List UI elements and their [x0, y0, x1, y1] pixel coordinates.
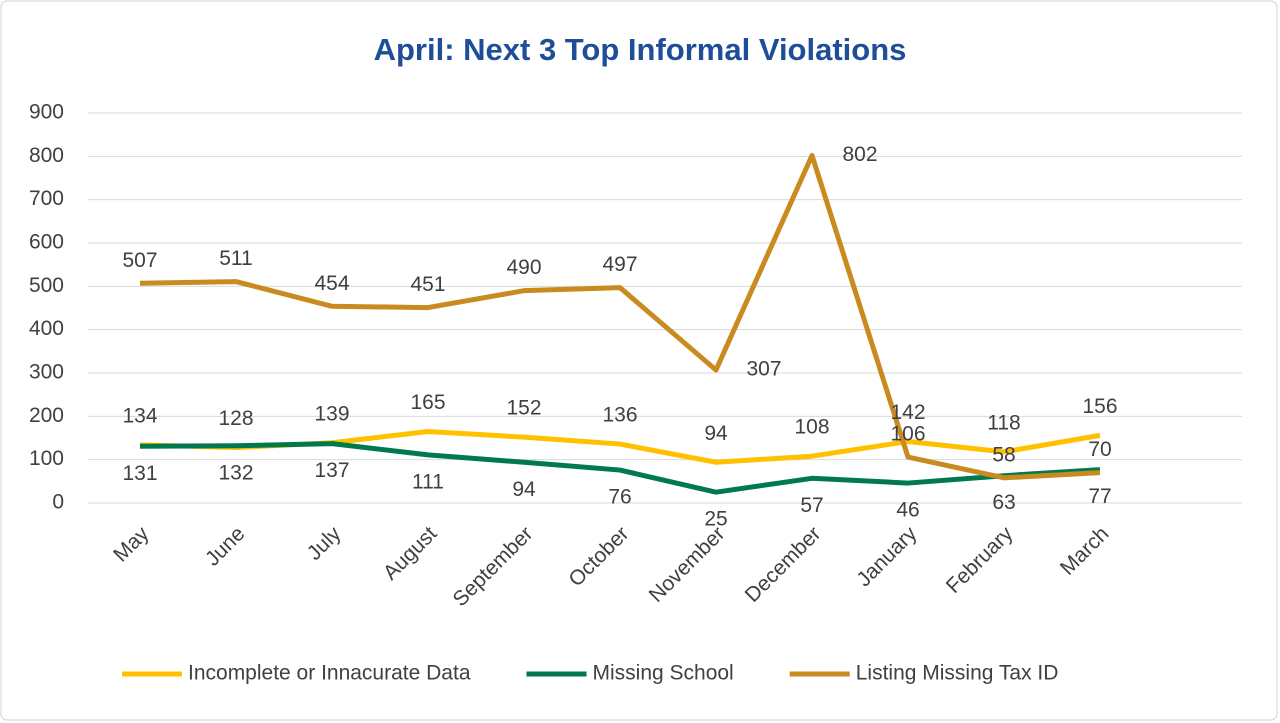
- data-label: 108: [794, 416, 829, 439]
- data-label: 156: [1082, 395, 1117, 418]
- y-tick-label: 600: [29, 231, 64, 254]
- data-label: 490: [506, 256, 541, 279]
- data-label: 454: [314, 272, 349, 295]
- legend: Incomplete or Innacurate Data Missing Sch…: [122, 662, 1058, 685]
- data-label: 57: [800, 494, 823, 517]
- data-label: 111: [412, 470, 444, 493]
- data-label: 128: [218, 407, 253, 430]
- y-tick-label: 0: [52, 491, 64, 514]
- data-label: 131: [122, 462, 157, 485]
- y-tick-label: 300: [29, 361, 64, 384]
- data-label: 77: [1088, 485, 1111, 508]
- data-label: 152: [506, 397, 541, 420]
- series-line: [139, 441, 1101, 495]
- data-label: 46: [896, 499, 919, 522]
- y-tick-label: 800: [29, 144, 64, 167]
- data-label: 497: [602, 253, 637, 276]
- y-tick-label: 200: [29, 404, 64, 427]
- legend-label: Incomplete or Innacurate Data: [188, 662, 471, 685]
- legend-label: Missing School: [593, 662, 734, 685]
- y-tick-label: 100: [29, 447, 64, 470]
- y-tick-label: 400: [29, 317, 64, 340]
- data-label: 511: [219, 247, 252, 270]
- data-label: 136: [602, 404, 637, 427]
- data-label: 507: [122, 249, 157, 272]
- data-label: 25: [704, 508, 727, 531]
- data-label: 63: [992, 491, 1015, 514]
- data-label: 58: [992, 443, 1015, 466]
- data-label: 802: [842, 143, 877, 166]
- data-label: 132: [218, 461, 253, 484]
- data-label: 70: [1088, 438, 1111, 461]
- y-tick-label: 700: [29, 187, 64, 210]
- data-label: 307: [746, 358, 781, 381]
- data-label: 134: [122, 404, 157, 427]
- y-tick-label: 900: [29, 101, 64, 124]
- data-label: 76: [608, 486, 631, 509]
- y-tick-label: 500: [29, 274, 64, 297]
- chart-title: April: Next 3 Top Informal Violations: [374, 32, 907, 67]
- data-label: 94: [704, 422, 728, 445]
- data-label: 139: [314, 402, 349, 425]
- data-label: 142: [890, 401, 925, 424]
- data-label: 165: [410, 391, 445, 414]
- series-line: [139, 152, 1101, 481]
- data-label: 137: [314, 459, 349, 482]
- data-label: 451: [410, 273, 445, 296]
- data-label: 106: [890, 423, 925, 446]
- data-label: 94: [512, 478, 536, 501]
- data-label: 118: [987, 411, 1020, 434]
- legend-label: Listing Missing Tax ID: [856, 662, 1059, 685]
